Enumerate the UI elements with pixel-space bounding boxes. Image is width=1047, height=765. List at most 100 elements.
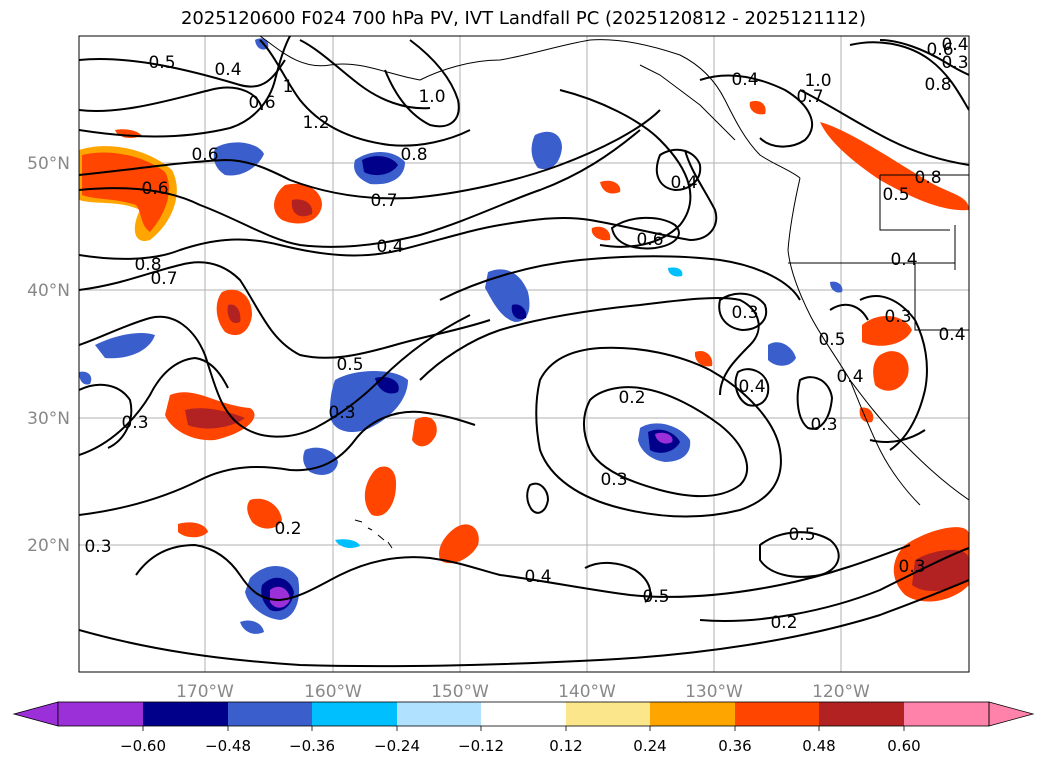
contour-label: 0.7 <box>150 269 177 289</box>
lat-label: 40°N <box>27 281 70 301</box>
lon-label: 170°W <box>176 682 234 702</box>
colorbar-segment <box>58 702 143 726</box>
contour-label: 0.8 <box>400 145 427 165</box>
contour-label: 0.3 <box>84 537 111 557</box>
colorbar-segment <box>228 702 312 726</box>
contour-label: 0.3 <box>328 403 355 423</box>
bc-islands <box>639 64 736 141</box>
pv-blob <box>439 524 479 564</box>
contour-label: 0.2 <box>770 613 797 633</box>
pv-blob <box>270 586 290 608</box>
contour-line <box>439 255 801 301</box>
west-coast <box>787 177 969 501</box>
colorbar-tick-label: 0.48 <box>802 737 835 755</box>
pv-blob <box>694 350 713 367</box>
pv-negative-shading <box>79 38 843 634</box>
colorbar-segment <box>566 702 650 726</box>
contour-line <box>583 386 749 498</box>
contour-label: 0.5 <box>818 330 845 350</box>
contour-label: 0.4 <box>890 250 917 270</box>
contour-line <box>79 58 286 88</box>
contour-line <box>610 216 680 250</box>
contour-line <box>299 39 431 110</box>
lon-label: 150°W <box>431 682 489 702</box>
contour-line <box>796 376 834 430</box>
colorbar-segment <box>143 702 228 726</box>
map-border <box>78 35 970 673</box>
contour-label: 1.2 <box>302 113 329 133</box>
contour-label: 0.3 <box>898 557 925 577</box>
contour-line <box>79 410 476 516</box>
pv-blob <box>873 351 909 391</box>
contour-line <box>79 129 641 248</box>
colorbar-border <box>57 701 990 727</box>
pv-blob <box>531 131 562 170</box>
contour-line <box>699 74 814 148</box>
contour-label: 0.8 <box>924 75 951 95</box>
contour-line <box>718 292 768 332</box>
contour-label: 0.3 <box>600 470 627 490</box>
lon-label: 130°W <box>685 682 743 702</box>
colorbar-segment <box>819 702 904 726</box>
contour-line <box>79 261 491 359</box>
contour-line <box>79 314 471 438</box>
contour-line <box>79 579 969 668</box>
colorbar-segment <box>397 702 481 726</box>
contour-label: 0.5 <box>642 587 669 607</box>
colorbar-extend-right <box>988 701 1035 727</box>
colorbar-tick-label: 0.36 <box>718 737 751 755</box>
lon-label: 140°W <box>558 682 616 702</box>
pv-blob <box>412 416 437 447</box>
map-frame <box>79 36 969 672</box>
pv-blob <box>511 304 527 320</box>
contour-line <box>849 41 969 111</box>
contour-line <box>584 562 652 603</box>
contour-label: 0.3 <box>731 303 758 323</box>
pv-blob <box>820 122 969 211</box>
contour-line <box>419 296 760 396</box>
contour-line <box>79 36 291 138</box>
contour-label: 0.8 <box>914 168 941 188</box>
pv-blob <box>362 156 398 176</box>
contour-line <box>79 383 133 449</box>
contour-label: 0.2 <box>274 519 301 539</box>
alaska-coast <box>259 36 801 179</box>
contour-label: 0.3 <box>810 415 837 435</box>
lat-label: 50°N <box>27 154 70 174</box>
pv-blob <box>591 226 611 241</box>
contour-label: 0.4 <box>731 70 758 90</box>
pv-blob <box>862 315 912 346</box>
lon-label: 160°W <box>304 682 362 702</box>
contour-label: 0.6 <box>248 93 275 113</box>
colorbar-tick-label: −0.12 <box>458 737 504 755</box>
contour-line <box>759 531 840 578</box>
contour-line <box>79 356 229 456</box>
lat-axis-labels: 50°N 40°N 30°N 20°N <box>27 154 70 556</box>
coastlines <box>259 36 969 549</box>
contour-label: 0.6 <box>636 230 663 250</box>
contour-label: 1 <box>283 77 294 97</box>
pv-blob <box>600 180 621 194</box>
contour-label: 0.4 <box>738 377 765 397</box>
colorbar-segment <box>312 702 397 726</box>
contour-label: 0.4 <box>941 35 968 55</box>
contour-label: 0.3 <box>884 307 911 327</box>
colorbar-tick-label: −0.60 <box>120 737 166 755</box>
contour-label: 0.4 <box>836 367 863 387</box>
hawaii-islands <box>354 519 393 549</box>
contour-label: 0.4 <box>938 325 965 345</box>
lon-label: 120°W <box>812 682 870 702</box>
colorbar-tick-label: −0.48 <box>205 737 251 755</box>
pv-blob <box>655 432 673 444</box>
contour-label: 1.0 <box>804 71 831 91</box>
colorbar-tick-label: −0.36 <box>289 737 335 755</box>
contour-label: 0.5 <box>336 355 363 375</box>
contour-line <box>559 89 692 248</box>
contour-line <box>655 148 702 192</box>
pv-blob <box>247 498 282 529</box>
contour-label: 0.3 <box>941 53 968 73</box>
contour-line <box>384 39 460 128</box>
contour-line <box>259 39 471 147</box>
colorbar-tick-label: 0.12 <box>549 737 582 755</box>
pv-blob <box>668 267 683 277</box>
